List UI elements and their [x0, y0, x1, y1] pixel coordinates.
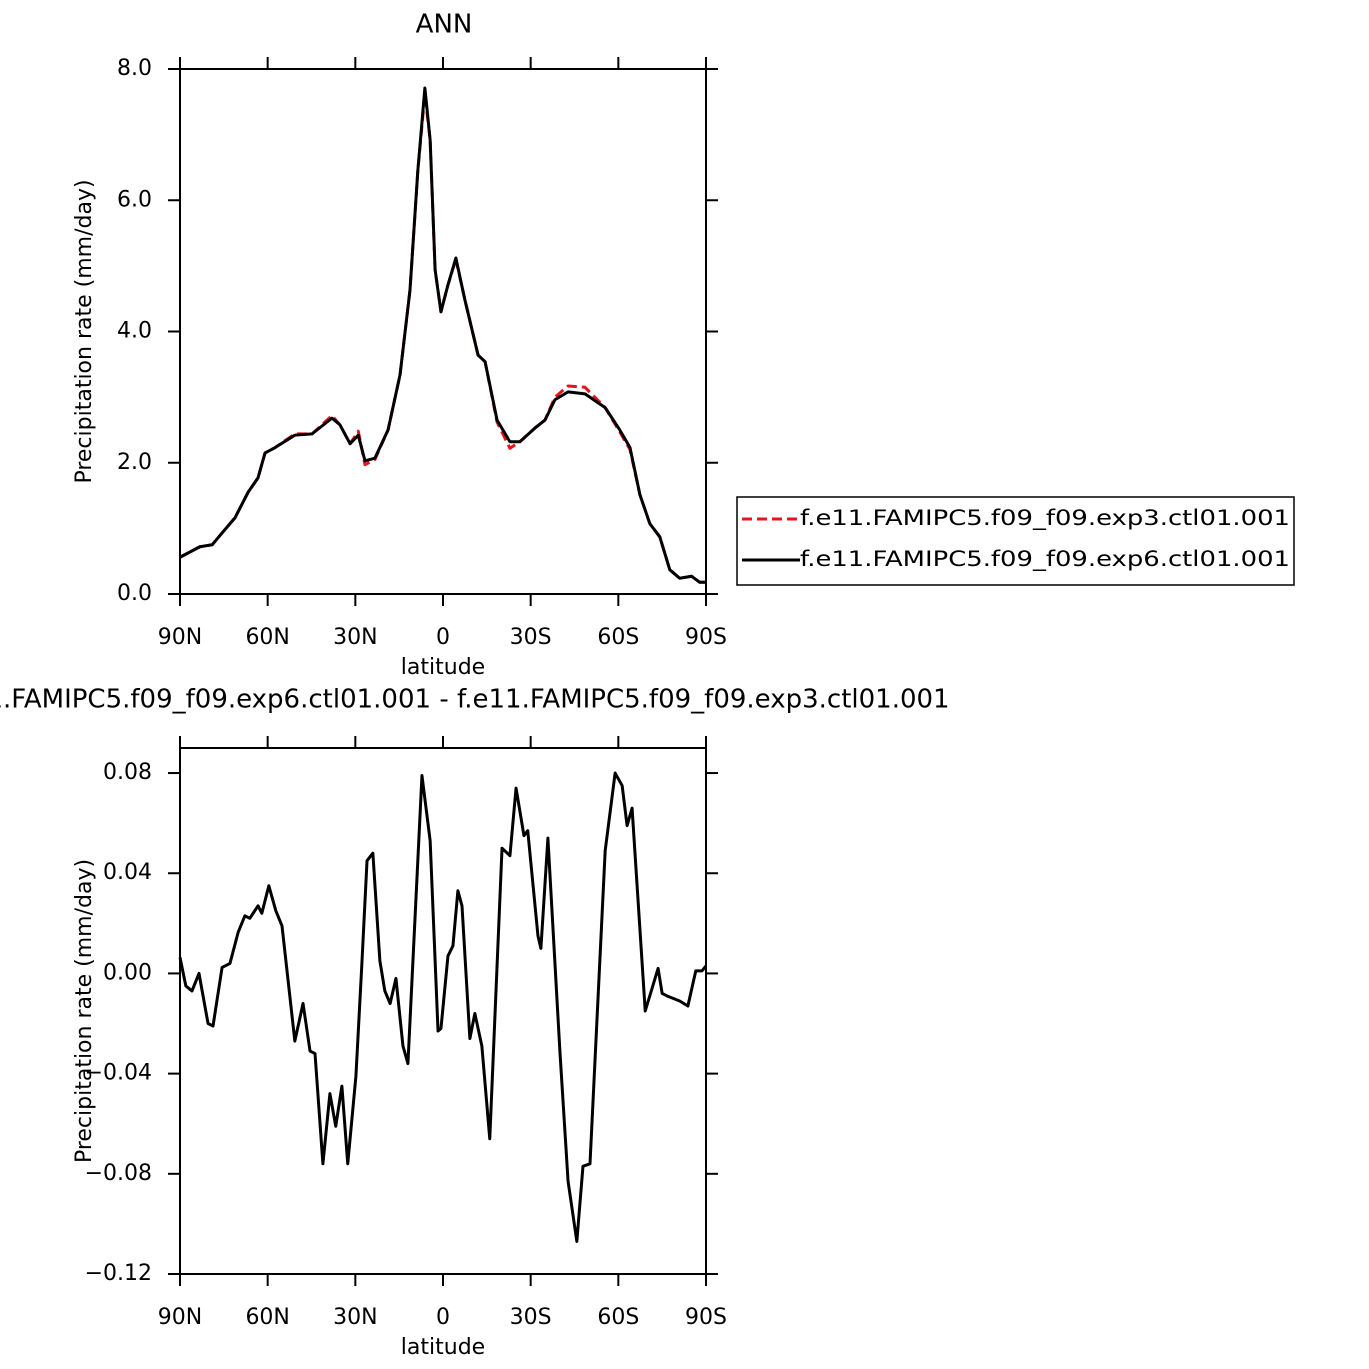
x-tick-label: 0 [436, 1305, 450, 1330]
y-tick-label: 4.0 [117, 319, 152, 344]
x-tick-label: 30N [333, 1305, 377, 1330]
y-tick-label: 0.00 [103, 960, 152, 985]
y-axis-title: Precipitation rate (mm/day) [72, 859, 97, 1163]
x-axis-title: latitude [401, 1335, 485, 1360]
chart-title: ANN [416, 10, 473, 40]
y-tick-label: −0.08 [85, 1161, 152, 1186]
x-tick-label: 60S [597, 1305, 639, 1330]
y-tick-label: 2.0 [117, 450, 152, 475]
x-tick-label: 90S [685, 1305, 727, 1330]
y-axis-title: Precipitation rate (mm/day) [72, 179, 97, 483]
x-tick-label: 60N [245, 1305, 289, 1330]
data-line [178, 771, 708, 1243]
chart-title: f.e11.FAMIPC5.f09_f09.exp6.ctl01.001 - f… [0, 685, 950, 715]
x-tick-label: 0 [436, 625, 450, 650]
y-tick-label: 0.08 [103, 760, 152, 785]
legend-label: f.e11.FAMIPC5.f09_f09.exp3.ctl01.001 [800, 506, 1290, 531]
y-tick-label: 8.0 [117, 56, 152, 81]
y-tick-label: 0.04 [103, 860, 152, 885]
x-tick-label: 90N [158, 625, 202, 650]
x-tick-label: 90N [158, 1305, 202, 1330]
x-tick-label: 60S [597, 625, 639, 650]
y-tick-label: 6.0 [117, 187, 152, 212]
plot-frame [179, 68, 707, 595]
y-tick-label: −0.04 [85, 1061, 152, 1086]
y-tick-label: −0.12 [85, 1261, 152, 1286]
x-axis-title: latitude [401, 655, 485, 680]
x-tick-label: 30S [510, 1305, 552, 1330]
data-line [179, 86, 706, 584]
y-tick-label: 0.0 [117, 581, 152, 606]
x-tick-label: 30S [510, 625, 552, 650]
legend-label: f.e11.FAMIPC5.f09_f09.exp6.ctl01.001 [800, 547, 1290, 572]
legend-box [736, 496, 1295, 586]
x-tick-label: 60N [245, 625, 289, 650]
x-tick-label: 30N [333, 625, 377, 650]
x-tick-label: 90S [685, 625, 727, 650]
data-line [179, 92, 706, 584]
